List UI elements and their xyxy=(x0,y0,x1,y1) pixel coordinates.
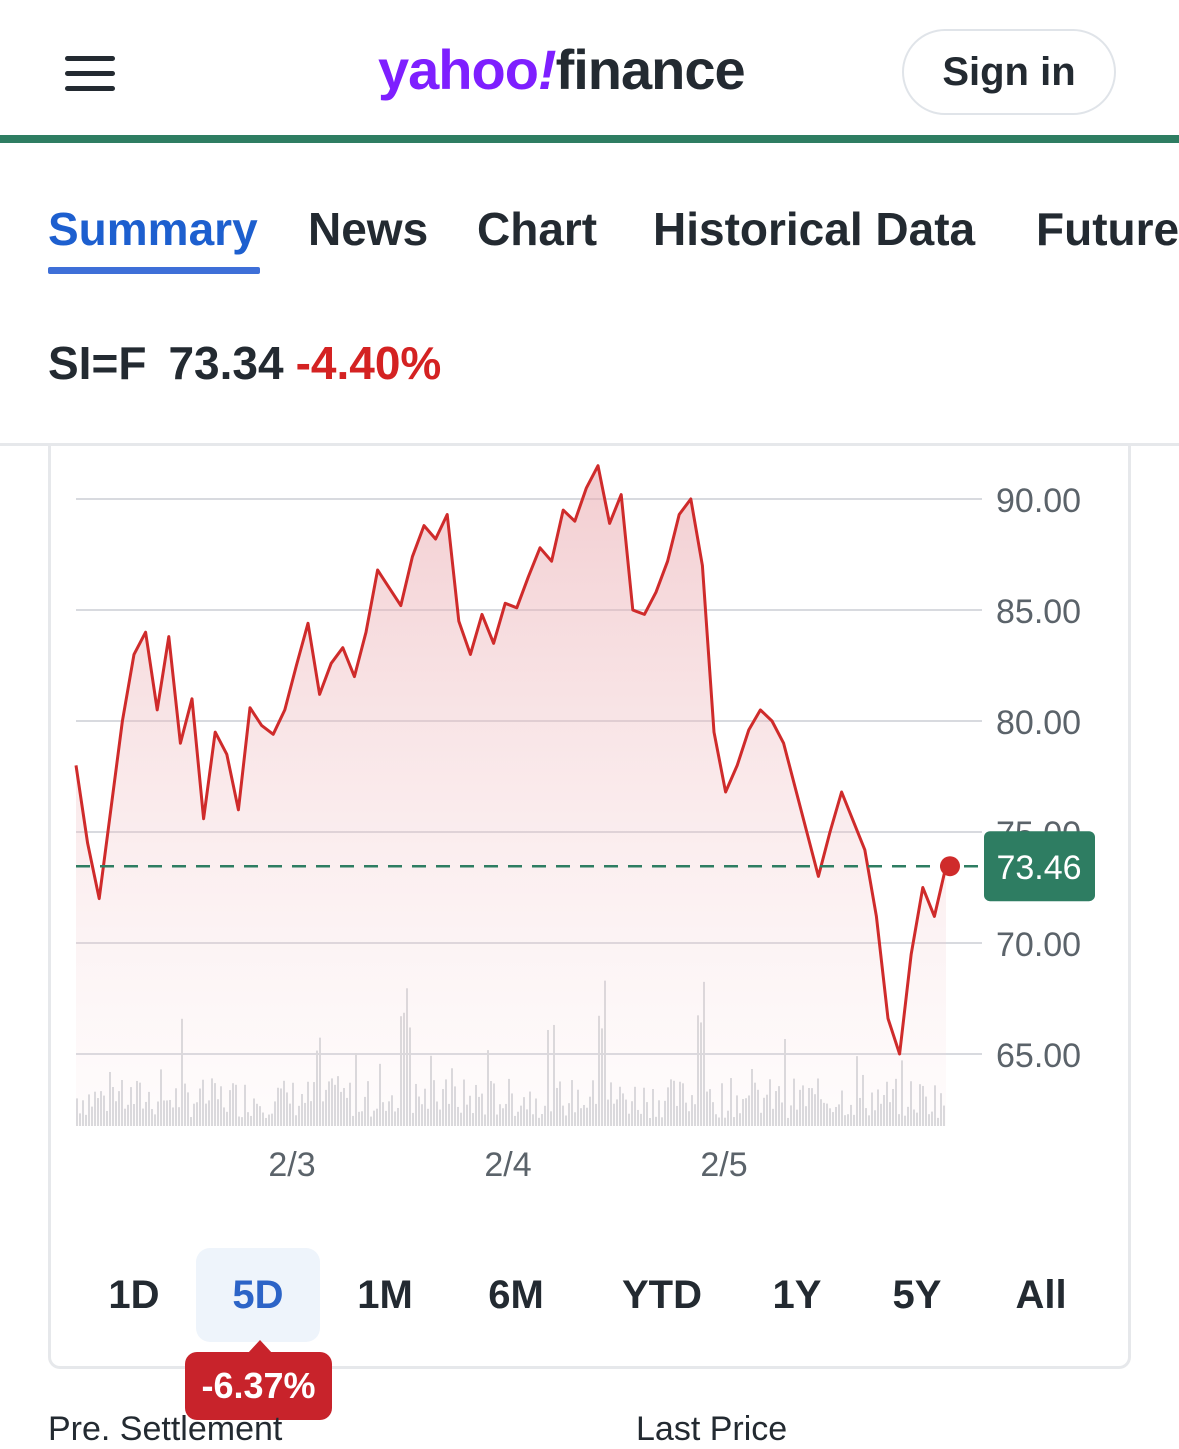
header-accent-rule xyxy=(0,135,1179,143)
price-line xyxy=(74,464,948,1056)
range-1y[interactable]: 1Y xyxy=(772,1273,822,1317)
logo-exclamation: ! xyxy=(537,38,557,101)
current-price-tag xyxy=(984,831,1095,902)
x-tick-label: 2/3 xyxy=(268,1146,315,1184)
tab-summary[interactable]: Summary xyxy=(48,203,258,255)
quote-change-percent: -4.40% xyxy=(295,337,442,389)
current-price-tag-label: 73.46 xyxy=(996,849,1081,887)
x-tick-label: 2/5 xyxy=(700,1146,747,1184)
range-all[interactable]: All xyxy=(1015,1273,1067,1317)
y-tick-label: 80.00 xyxy=(996,704,1081,742)
range-change-pointer xyxy=(248,1340,272,1353)
range-ytd[interactable]: YTD xyxy=(622,1273,702,1317)
active-tab-indicator xyxy=(48,267,260,274)
quote-price: 73.34 xyxy=(168,337,284,389)
logo-yahoo: yahoo xyxy=(378,38,539,101)
yahoo-finance-logo[interactable]: yahoo!finance xyxy=(378,30,746,110)
range-change-badge: -6.37% xyxy=(185,1352,332,1420)
range-1m[interactable]: 1M xyxy=(357,1273,413,1317)
range-1d[interactable]: 1D xyxy=(108,1273,160,1317)
tab-news[interactable]: News xyxy=(308,203,429,255)
range-5d[interactable]: 5D xyxy=(196,1248,320,1342)
quote-tabs: Summary News Chart Historical Data Futur… xyxy=(0,143,1179,293)
tab-chart[interactable]: Chart xyxy=(477,203,598,255)
last-price-label: Last Price xyxy=(636,1410,788,1448)
y-tick-label: 65.00 xyxy=(996,1037,1081,1075)
app-header: yahoo!finance Sign in xyxy=(0,0,1179,135)
quote-summary: SI=F 73.34 -4.40% xyxy=(48,333,441,393)
tab-historical-data[interactable]: Historical Data xyxy=(653,203,976,255)
last-price-dot xyxy=(940,856,960,877)
section-divider xyxy=(0,443,1179,446)
y-tick-label: 85.00 xyxy=(996,593,1081,631)
y-tick-label: 70.00 xyxy=(996,926,1081,964)
pre-settlement-label: Pre. Settlement xyxy=(48,1410,283,1448)
range-5y[interactable]: 5Y xyxy=(892,1273,942,1317)
y-tick-label: 90.00 xyxy=(996,482,1081,520)
x-tick-label: 2/4 xyxy=(484,1146,531,1184)
price-chart[interactable]: 90.0085.0080.0075.0070.0065.0073.462/32/… xyxy=(0,446,1179,1206)
range-6m[interactable]: 6M xyxy=(488,1273,544,1317)
ticker-symbol: SI=F xyxy=(48,337,147,389)
tab-future[interactable]: Future xyxy=(1036,203,1179,255)
range-selector: 1D 5D 1M 6M YTD 1Y 5Y All xyxy=(48,1245,1131,1345)
price-area xyxy=(76,465,946,1126)
hamburger-menu-icon[interactable] xyxy=(60,48,120,96)
logo-finance: finance xyxy=(555,38,746,101)
sign-in-button[interactable]: Sign in xyxy=(902,29,1116,115)
